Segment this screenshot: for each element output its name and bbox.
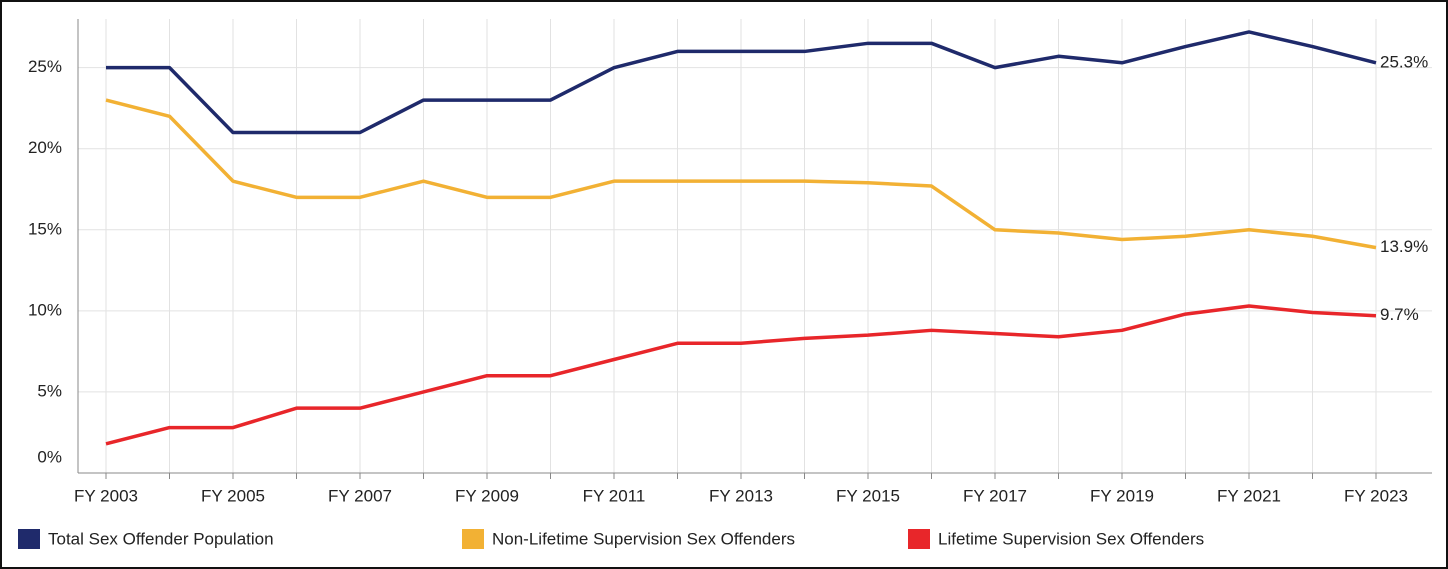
legend-label: Non-Lifetime Supervision Sex Offenders [492,529,795,548]
legend-swatch [462,529,484,549]
x-tick-label: FY 2003 [74,486,138,505]
legend-swatch [908,529,930,549]
y-tick-label: 25% [28,57,62,76]
x-tick-label: FY 2017 [963,486,1027,505]
legend-label: Total Sex Offender Population [48,529,274,548]
x-tick-label: FY 2013 [709,486,773,505]
x-tick-label: FY 2009 [455,486,519,505]
x-tick-label: FY 2015 [836,486,900,505]
y-tick-label: 0% [37,447,62,466]
y-tick-label: 5% [37,381,62,400]
data-label: 13.9% [1380,237,1428,256]
series-line [105,304,1377,446]
y-tick-label: 10% [28,300,62,319]
x-tick-label: FY 2011 [583,486,646,505]
x-tick-label: FY 2023 [1344,486,1408,505]
data-label: 25.3% [1380,52,1428,71]
legend-label: Lifetime Supervision Sex Offenders [938,529,1204,548]
y-tick-label: 15% [28,219,62,238]
x-tick-label: FY 2007 [328,486,392,505]
legend-swatch [18,529,40,549]
x-tick-label: FY 2005 [201,486,265,505]
series-line [105,98,1377,250]
x-tick-label: FY 2021 [1217,486,1281,505]
data-label: 9.7% [1380,305,1419,324]
x-tick-label: FY 2019 [1090,486,1154,505]
y-tick-label: 20% [28,138,62,157]
series-line [106,30,1377,135]
